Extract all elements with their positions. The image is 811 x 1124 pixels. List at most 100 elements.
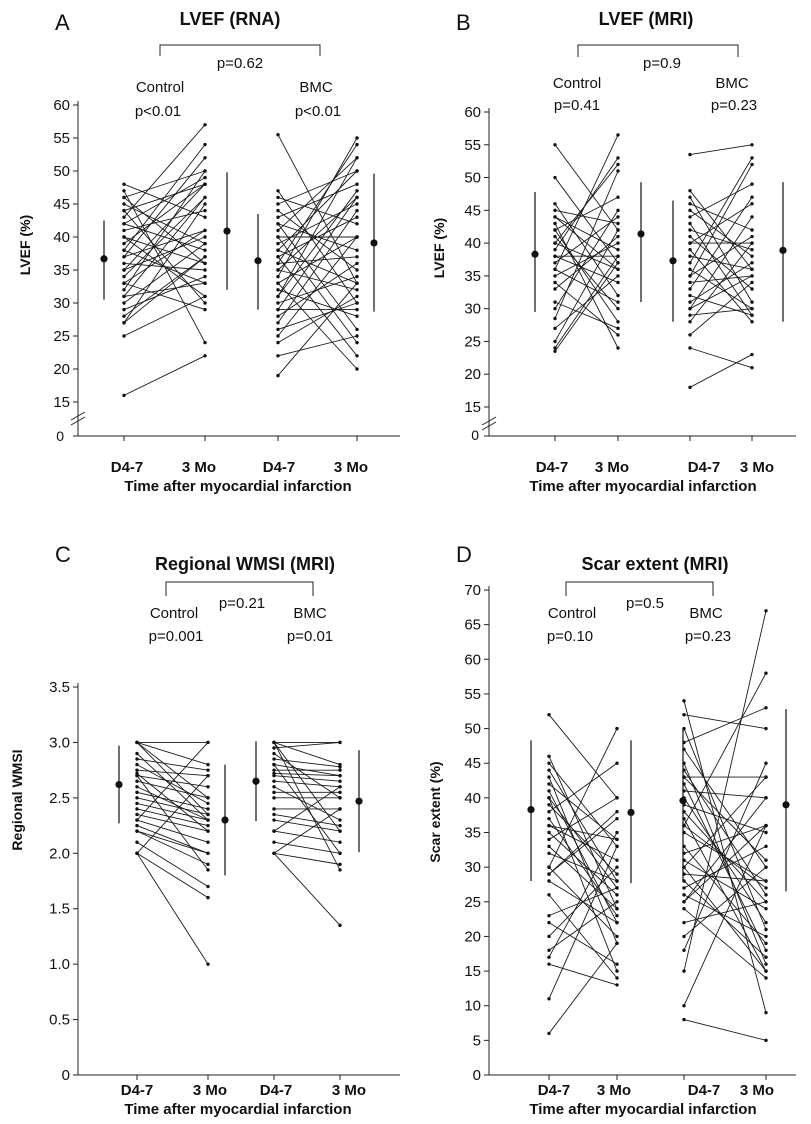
data-point	[355, 235, 359, 239]
panel-a-comparison-bracket	[159, 44, 321, 56]
data-point	[553, 280, 557, 285]
data-point	[547, 816, 551, 821]
data-point	[764, 934, 768, 939]
data-point	[276, 255, 280, 259]
data-point	[764, 969, 768, 973]
paired-line	[136, 797, 209, 815]
data-point	[135, 790, 139, 795]
data-point	[122, 274, 126, 279]
y-tick-label: 20	[464, 366, 481, 383]
paired-line	[273, 786, 341, 832]
data-point	[764, 830, 768, 835]
panel-d-title: Scar extent (MRI)	[581, 554, 728, 574]
data-point	[122, 255, 126, 259]
paired-line	[277, 203, 358, 245]
data-point	[750, 228, 754, 232]
data-point	[616, 221, 620, 226]
paired-line	[273, 758, 341, 768]
panel-b-comparison-bracket	[577, 44, 739, 57]
data-point	[338, 829, 342, 833]
paired-line	[689, 354, 753, 388]
panel-a-y-axis-label: LVEF (%)	[17, 215, 33, 275]
paired-line	[273, 814, 341, 827]
paired-line	[273, 786, 341, 821]
data-point	[616, 247, 620, 252]
mean-marker	[531, 250, 539, 258]
data-point	[750, 313, 754, 317]
data-point	[122, 248, 126, 252]
panel-c-group-bmc-label: BMC	[293, 605, 327, 622]
data-point	[276, 195, 280, 200]
data-point	[355, 136, 359, 140]
data-point	[272, 851, 276, 855]
panel-c-x-tick-3: D4-7	[260, 1082, 293, 1099]
data-point	[688, 202, 692, 206]
paired-line	[683, 714, 767, 730]
paired-line	[123, 256, 206, 324]
data-point	[682, 920, 686, 925]
paired-line	[273, 742, 341, 766]
paired-line	[136, 741, 209, 766]
data-point	[203, 208, 207, 213]
paired-line	[277, 183, 358, 218]
panel-a-group-control-label: Control	[136, 79, 184, 96]
data-point	[688, 208, 692, 213]
data-point	[276, 321, 280, 325]
panel-b-zero-tick-label: 0	[471, 427, 479, 443]
axis-break-mark	[481, 421, 497, 431]
paired-line	[273, 841, 341, 854]
paired-line	[123, 183, 206, 271]
paired-line	[548, 894, 618, 979]
data-point	[616, 215, 620, 219]
paired-line	[277, 236, 358, 343]
paired-line	[554, 144, 619, 231]
paired-line	[689, 347, 753, 369]
data-point	[688, 320, 692, 324]
data-point	[276, 202, 280, 206]
data-point	[547, 1031, 551, 1036]
data-point	[616, 162, 620, 167]
data-point	[553, 254, 557, 258]
data-point	[272, 840, 276, 844]
data-point	[272, 762, 276, 767]
y-tick-label: 40	[53, 229, 70, 246]
data-point	[276, 281, 280, 285]
data-point	[122, 241, 126, 246]
data-point	[764, 726, 768, 731]
panel-a-x-axis-label: Time after myocardial infarction	[124, 478, 351, 495]
data-point	[276, 334, 280, 338]
panel-c-group-bmc-p: p=0.01	[287, 628, 333, 645]
data-point	[203, 175, 207, 180]
data-point	[547, 997, 551, 1001]
paired-line	[554, 216, 619, 251]
paired-line	[277, 157, 358, 231]
data-point	[615, 900, 619, 904]
paired-line	[277, 144, 358, 264]
panel-a-x-tick-1: D4-7	[111, 459, 144, 476]
paired-line	[548, 832, 618, 958]
data-point	[547, 789, 551, 793]
paired-line	[123, 229, 206, 258]
data-point	[764, 796, 768, 800]
data-point	[206, 840, 210, 844]
data-point	[764, 775, 768, 779]
data-point	[276, 340, 280, 345]
data-point	[355, 314, 359, 318]
data-point	[122, 189, 126, 193]
data-point	[615, 761, 619, 765]
data-point	[547, 803, 551, 807]
data-point	[615, 872, 619, 876]
data-point	[616, 293, 620, 298]
data-point	[750, 241, 754, 245]
data-point	[203, 202, 207, 206]
data-point	[616, 267, 620, 272]
data-point	[764, 1010, 768, 1015]
panel-c-marks: 0 0.5 1.0 1.5 2.0 2.5 3.0 3.5	[49, 679, 400, 1084]
panel-b-group-control-p: p=0.41	[554, 97, 600, 114]
data-point	[553, 143, 557, 147]
data-point	[135, 751, 139, 756]
data-point	[135, 779, 139, 783]
y-tick-label: 35	[464, 825, 481, 842]
paired-line	[273, 780, 341, 788]
mean-marker	[370, 239, 378, 247]
